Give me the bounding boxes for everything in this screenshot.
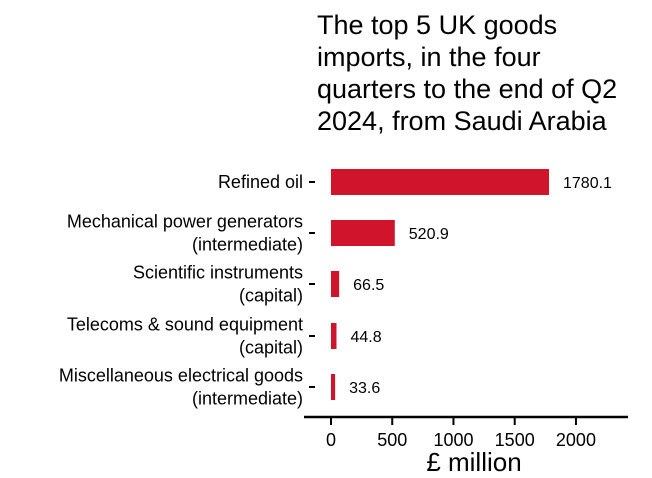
category-label: (intermediate) bbox=[192, 389, 303, 409]
data-label: 1780.1 bbox=[563, 175, 612, 192]
data-label: 520.9 bbox=[409, 226, 449, 243]
x-axis: 0 500 1000 1500 2000 bbox=[304, 415, 628, 450]
category-label: (intermediate) bbox=[192, 235, 303, 255]
category-label: Miscellaneous electrical goods bbox=[59, 366, 303, 386]
category-label: Mechanical power generators bbox=[67, 212, 303, 232]
x-tick-label: 500 bbox=[377, 430, 407, 450]
category-label: Scientific instruments bbox=[133, 263, 303, 283]
chart-title-line: The top 5 UK goods bbox=[317, 10, 557, 40]
chart-title-line: imports, in the four bbox=[317, 42, 541, 72]
bar bbox=[331, 323, 337, 349]
bars: 1780.1 520.9 66.5 44.8 33.6 bbox=[331, 169, 612, 400]
bar bbox=[331, 220, 395, 246]
category-label: Refined oil bbox=[218, 172, 303, 192]
category-label: Telecoms & sound equipment bbox=[67, 315, 303, 335]
x-axis-title: £ million bbox=[426, 447, 521, 477]
y-axis: Refined oil Mechanical power generators (i… bbox=[59, 172, 315, 409]
category-label: (capital) bbox=[239, 338, 303, 358]
category-label: (capital) bbox=[239, 286, 303, 306]
bar bbox=[331, 374, 336, 400]
x-tick-label: 1000 bbox=[433, 430, 473, 450]
data-label: 33.6 bbox=[349, 380, 380, 397]
chart-title-line: quarters to the end of Q2 bbox=[317, 74, 617, 104]
x-tick-label: 1500 bbox=[495, 430, 535, 450]
bar bbox=[331, 271, 340, 297]
data-label: 44.8 bbox=[350, 329, 381, 346]
bar bbox=[331, 169, 550, 195]
x-tick-label: 0 bbox=[326, 430, 336, 450]
x-tick-label: 2000 bbox=[556, 430, 596, 450]
chart-title-line: 2024, from Saudi Arabia bbox=[317, 106, 608, 136]
data-label: 66.5 bbox=[353, 277, 384, 294]
